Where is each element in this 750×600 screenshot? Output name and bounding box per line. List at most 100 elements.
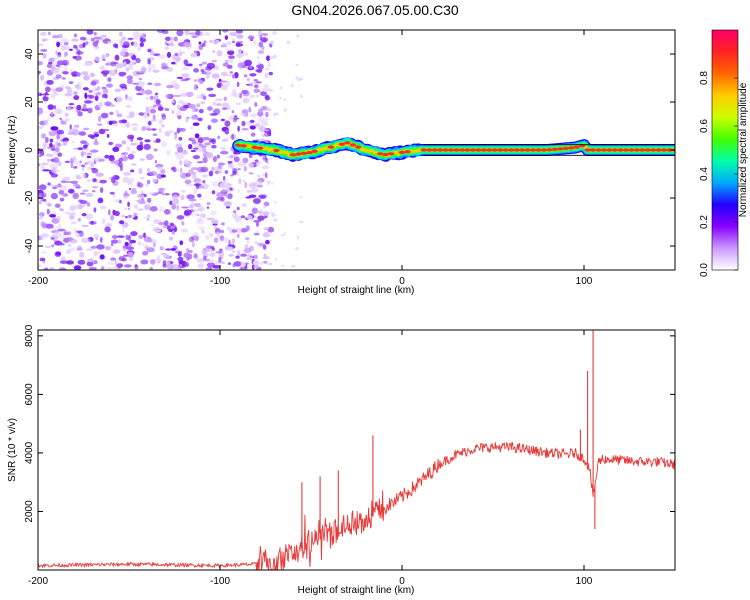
noise-blob bbox=[48, 130, 57, 137]
noise-blob bbox=[197, 217, 202, 223]
noise-blob bbox=[117, 235, 125, 239]
noise-blob bbox=[129, 239, 137, 244]
noise-blob bbox=[179, 264, 183, 267]
noise-blob bbox=[157, 54, 166, 59]
noise-blob bbox=[93, 140, 99, 146]
noise-blob bbox=[79, 251, 85, 258]
signal-ridge-peak bbox=[633, 148, 640, 152]
noise-blob bbox=[157, 255, 161, 261]
signal-ridge-peak bbox=[551, 147, 559, 151]
noise-blob bbox=[196, 161, 204, 164]
noise-blob bbox=[48, 31, 51, 36]
page-title: GN04.2026.067.05.00.C30 bbox=[291, 2, 459, 18]
noise-blob bbox=[123, 195, 129, 199]
noise-blob bbox=[128, 214, 132, 219]
noise-blob bbox=[216, 50, 223, 57]
noise-blob bbox=[86, 30, 94, 35]
noise-blob bbox=[159, 246, 164, 251]
noise-blob bbox=[266, 180, 272, 184]
noise-blob bbox=[47, 104, 54, 110]
noise-blob bbox=[64, 160, 71, 163]
noise-blob bbox=[52, 157, 60, 164]
noise-blob bbox=[265, 68, 270, 71]
noise-blob bbox=[205, 267, 213, 270]
noise-blob bbox=[47, 116, 51, 122]
noise-blob bbox=[134, 264, 138, 268]
noise-blob bbox=[121, 140, 127, 145]
noise-blob bbox=[149, 171, 158, 176]
noise-blob bbox=[68, 188, 75, 194]
noise-blob bbox=[127, 207, 131, 211]
noise-blob bbox=[122, 245, 129, 249]
noise-blob bbox=[75, 51, 84, 55]
noise-blob bbox=[86, 155, 91, 159]
noise-blob bbox=[196, 166, 205, 173]
noise-blob bbox=[243, 52, 249, 56]
noise-blob bbox=[125, 216, 128, 219]
noise-blob bbox=[62, 211, 69, 214]
noise-blob bbox=[70, 180, 78, 184]
noise-blob bbox=[57, 152, 63, 157]
noise-blob bbox=[115, 63, 119, 70]
noise-blob bbox=[198, 109, 204, 114]
noise-blob bbox=[92, 190, 96, 193]
noise-blob bbox=[181, 206, 189, 209]
noise-blob bbox=[131, 163, 137, 166]
noise-blob bbox=[236, 249, 240, 253]
noise-blob bbox=[47, 182, 51, 186]
noise-blob bbox=[63, 180, 73, 184]
snr-y-tick-label: 8000 bbox=[24, 324, 35, 347]
noise-blob bbox=[230, 174, 234, 177]
noise-blob bbox=[203, 71, 212, 75]
noise-blob bbox=[261, 33, 269, 36]
signal-ridge-peak bbox=[513, 148, 520, 152]
noise-blob bbox=[247, 35, 255, 40]
noise-blob bbox=[218, 162, 225, 166]
noise-blob bbox=[197, 205, 205, 212]
noise-blob bbox=[242, 90, 250, 97]
noise-blob bbox=[52, 88, 57, 95]
noise-blob bbox=[299, 196, 303, 199]
noise-blob bbox=[83, 100, 92, 104]
noise-blob bbox=[128, 64, 133, 71]
noise-blob bbox=[43, 198, 47, 202]
noise-blob bbox=[114, 259, 118, 266]
noise-blob bbox=[171, 109, 175, 115]
noise-blob bbox=[217, 135, 220, 140]
noise-blob bbox=[183, 211, 190, 217]
noise-blob bbox=[220, 80, 223, 84]
noise-blob bbox=[226, 205, 230, 209]
noise-blob bbox=[176, 76, 184, 79]
noise-blob bbox=[84, 92, 88, 99]
noise-blob bbox=[72, 56, 77, 59]
noise-blob bbox=[60, 38, 69, 43]
signal-ridge-peak bbox=[508, 148, 515, 152]
noise-blob bbox=[124, 241, 129, 247]
noise-blob bbox=[174, 83, 180, 90]
noise-blob bbox=[77, 259, 86, 265]
noise-blob bbox=[169, 222, 174, 226]
noise-blob bbox=[150, 223, 155, 227]
noise-blob bbox=[94, 56, 100, 62]
noise-blob bbox=[193, 79, 197, 82]
noise-blob bbox=[234, 115, 238, 118]
noise-blob bbox=[264, 73, 269, 78]
noise-blob bbox=[179, 240, 184, 246]
noise-blob bbox=[252, 198, 261, 204]
noise-blob bbox=[177, 104, 181, 110]
snr-y-tick-label: 2000 bbox=[24, 500, 35, 523]
noise-blob bbox=[190, 126, 194, 130]
noise-blob bbox=[123, 254, 129, 257]
noise-blob bbox=[260, 124, 264, 127]
noise-blob bbox=[66, 87, 73, 94]
noise-blob bbox=[100, 205, 107, 210]
noise-blob bbox=[211, 180, 219, 187]
noise-blob bbox=[66, 231, 72, 236]
noise-blob bbox=[199, 80, 204, 84]
noise-blob bbox=[237, 161, 246, 167]
noise-blob bbox=[38, 235, 42, 241]
noise-blob bbox=[238, 178, 242, 185]
signal-ridge-peak bbox=[491, 148, 498, 152]
noise-blob bbox=[261, 165, 269, 170]
noise-blob bbox=[155, 99, 161, 105]
